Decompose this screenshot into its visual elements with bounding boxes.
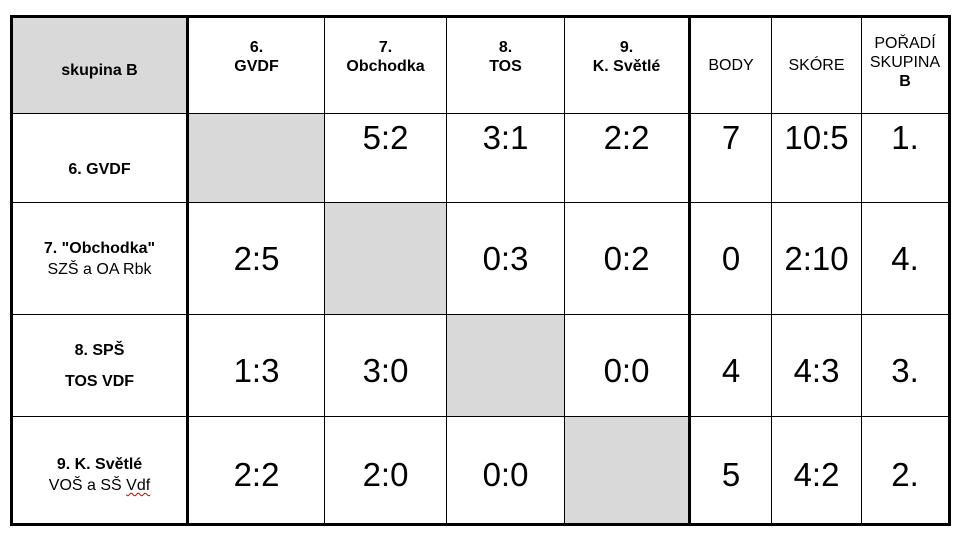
table-row: 8. SPŠ TOS VDF 1:3 3:0 0:0 4 4:3 3.: [11, 314, 950, 417]
table-row: 6. GVDF 5:2 3:1 2:2 7 10:5 1.: [11, 113, 950, 203]
col-header-name: K. Světlé: [592, 58, 661, 75]
result-cell: 0:0: [446, 416, 565, 525]
col-header-gvdf: 6. GVDF: [187, 16, 325, 114]
result-cell: 0:3: [446, 202, 565, 315]
col-header-poradi-line2: SKUPINA: [869, 54, 941, 71]
row-header-tos: 8. SPŠ TOS VDF: [11, 314, 189, 417]
row-team-name: 8. SPŠ: [74, 341, 125, 359]
col-header-number: 9.: [619, 39, 634, 56]
row-team-name: 6. GVDF: [68, 160, 131, 178]
result-cell: 3:0: [324, 314, 447, 417]
self-match-cell: [564, 416, 691, 525]
row-team-school-spellcheck: Vdf: [126, 477, 151, 494]
points-cell: 7: [689, 113, 772, 203]
group-label: skupina B: [11, 16, 189, 114]
col-header-body: BODY: [689, 16, 772, 114]
table-row: 7. "Obchodka" SZŠ a OA Rbk 2:5 0:3 0:2 0…: [11, 202, 950, 315]
result-cell: 2:0: [324, 416, 447, 525]
row-team-school: VOŠ a SŠ Vdf: [13, 475, 185, 496]
col-header-number: 6.: [249, 39, 264, 56]
result-cell: 2:2: [564, 113, 691, 203]
col-header-name: Obchodka: [346, 58, 425, 75]
points-cell: 0: [689, 202, 772, 315]
result-cell: 0:2: [564, 202, 691, 315]
row-header-k-svetle: 9. K. Světlé VOŠ a SŠ Vdf: [11, 416, 189, 525]
row-header-obchodka: 7. "Obchodka" SZŠ a OA Rbk: [11, 202, 189, 315]
result-cell: 1:3: [187, 314, 325, 417]
col-header-number: 8.: [498, 39, 513, 56]
rank-cell: 2.: [861, 416, 950, 525]
col-header-obchodka: 7. Obchodka: [324, 16, 447, 114]
row-team-school: SZŠ a OA Rbk: [47, 260, 152, 278]
rank-cell: 3.: [861, 314, 950, 417]
col-header-poradi-line3: B: [899, 73, 911, 90]
score-cell: 2:10: [771, 202, 862, 315]
row-team-name: 7. "Obchodka": [43, 239, 156, 257]
col-header-k-svetle: 9. K. Světlé: [564, 16, 691, 114]
score-cell: 4:2: [771, 416, 862, 525]
points-cell: 4: [689, 314, 772, 417]
points-cell: 5: [689, 416, 772, 525]
self-match-cell: [446, 314, 565, 417]
result-cell: 2:2: [187, 416, 325, 525]
col-header-number: 7.: [378, 39, 393, 56]
score-cell: 4:3: [771, 314, 862, 417]
row-team-name-line2: TOS VDF: [64, 372, 135, 390]
row-team-school-part: VOŠ a SŠ: [48, 477, 127, 494]
table-header-row: skupina B 6. GVDF 7. Obchodka 8. TOS 9. …: [11, 16, 950, 114]
col-header-name: TOS: [489, 58, 522, 75]
result-cell: 3:1: [446, 113, 565, 203]
self-match-cell: [187, 113, 325, 203]
col-header-poradi: POŘADÍ SKUPINA B: [861, 16, 950, 114]
col-header-skore: SKÓRE: [771, 16, 862, 114]
score-cell: 10:5: [771, 113, 862, 203]
col-header-poradi-line1: POŘADÍ: [874, 35, 936, 52]
group-b-results-table: skupina B 6. GVDF 7. Obchodka 8. TOS 9. …: [10, 15, 951, 526]
col-header-name: GVDF: [234, 58, 279, 75]
table-row: 9. K. Světlé VOŠ a SŠ Vdf 2:2 2:0 0:0 5 …: [11, 416, 950, 525]
result-cell: 0:0: [564, 314, 691, 417]
rank-cell: 4.: [861, 202, 950, 315]
col-header-tos: 8. TOS: [446, 16, 565, 114]
result-cell: 2:5: [187, 202, 325, 315]
self-match-cell: [324, 202, 447, 315]
row-team-name: 9. K. Světlé: [56, 456, 143, 473]
rank-cell: 1.: [861, 113, 950, 203]
row-header-gvdf: 6. GVDF: [11, 113, 189, 203]
result-cell: 5:2: [324, 113, 447, 203]
